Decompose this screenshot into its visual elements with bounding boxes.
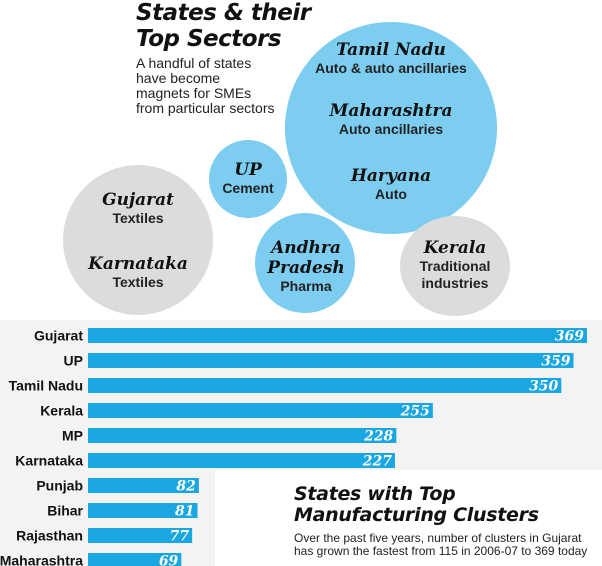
title-line-1: States & their: [136, 0, 311, 26]
page-subtitle: A handful of states have become magnets …: [136, 55, 275, 116]
bar-value-label: 227: [362, 454, 392, 470]
bubble-label-karnataka: Karnataka Textiles: [73, 254, 203, 291]
bar-value-label: 359: [541, 354, 570, 370]
chart-subtitle: Over the past five years, number of clus…: [294, 531, 588, 558]
bar-category-label: Punjab: [36, 478, 83, 494]
bar-category-label: Bihar: [47, 503, 83, 519]
bar-category-label: Tamil Nadu: [9, 378, 83, 394]
bar-value-label: 255: [400, 404, 430, 420]
bar-kerala: [88, 403, 433, 418]
bar-category-label: Rajasthan: [16, 528, 83, 544]
bubble-label-maharashtra: Maharashtra Auto ancillaries: [300, 101, 482, 138]
chart-title: States with Top Manufacturing Clusters: [294, 484, 602, 526]
state-name: Tamil Nadu: [336, 40, 446, 60]
bubble-gujarat-karnataka: [63, 165, 213, 315]
bubble-label-andhra-pradesh: Andhra Pradesh Pharma: [262, 238, 350, 295]
state-name: Gujarat: [102, 190, 174, 210]
bar-category-label: Karnataka: [15, 453, 83, 469]
bar-value-label: 369: [555, 329, 584, 345]
bar-mp: [88, 428, 397, 443]
chart-note-panel: [215, 470, 602, 566]
bubble-label-gujarat: Gujarat Textiles: [73, 190, 203, 227]
state-name: Karnataka: [88, 254, 188, 274]
bubble-label-up: UP Cement: [212, 160, 284, 197]
bar-maharashtra: [88, 553, 182, 566]
bar-category-label: Kerala: [40, 403, 83, 419]
bar-karnataka: [88, 453, 395, 468]
sector-name: Traditional industries: [419, 258, 491, 291]
bar-rajasthan: [88, 528, 193, 543]
bar-value-label: 81: [175, 504, 194, 520]
bar-value-label: 350: [529, 379, 558, 395]
sector-name: Auto & auto ancillaries: [315, 60, 467, 76]
state-name: UP: [234, 160, 262, 180]
sector-name: Textiles: [112, 210, 164, 226]
sector-name: Auto: [375, 186, 407, 202]
state-name: Haryana: [350, 166, 432, 186]
bar-category-label: MP: [62, 428, 83, 444]
bar-value-label: 77: [170, 529, 190, 545]
sector-name: Pharma: [280, 278, 332, 294]
bar-tamil-nadu: [88, 378, 562, 393]
bar-bihar: [88, 503, 198, 518]
bubble-kerala: [400, 216, 510, 316]
bubble-large: [285, 22, 497, 234]
bar-value-label: 82: [176, 479, 196, 495]
bar-punjab: [88, 478, 199, 493]
bar-category-label: UP: [64, 353, 83, 369]
bar-value-label: 228: [363, 429, 393, 445]
bar-category-label: Gujarat: [34, 328, 83, 344]
bar-value-label: 69: [159, 554, 179, 566]
sector-name: Textiles: [112, 274, 164, 290]
bubble-label-haryana: Haryana Auto: [300, 166, 482, 203]
chart-title-text: States with Top Manufacturing Clusters: [294, 483, 539, 526]
bar-up: [88, 353, 574, 368]
bubble-label-tamil-nadu: Tamil Nadu Auto & auto ancillaries: [300, 40, 482, 77]
bar-chart: Gujarat 369 UP 359 Tamil Nadu 350 Kerala 255 MP 2…: [0, 328, 587, 566]
bubble-label-kerala: Kerala Traditional industries: [408, 238, 502, 292]
title-line-2: Top Sectors: [136, 26, 282, 52]
bar-gujarat: [88, 328, 587, 343]
bubble-andhra-pradesh: [255, 213, 355, 313]
state-name: Kerala: [423, 238, 487, 258]
sector-name: Auto ancillaries: [338, 121, 444, 137]
sector-name: Cement: [222, 180, 274, 196]
bubble-up: [209, 140, 287, 218]
page-title: States & their Top Sectors: [136, 0, 311, 52]
bar-category-label: Maharashtra: [0, 553, 83, 566]
state-name: Maharashtra: [329, 101, 453, 121]
state-name: Andhra Pradesh: [267, 238, 345, 278]
